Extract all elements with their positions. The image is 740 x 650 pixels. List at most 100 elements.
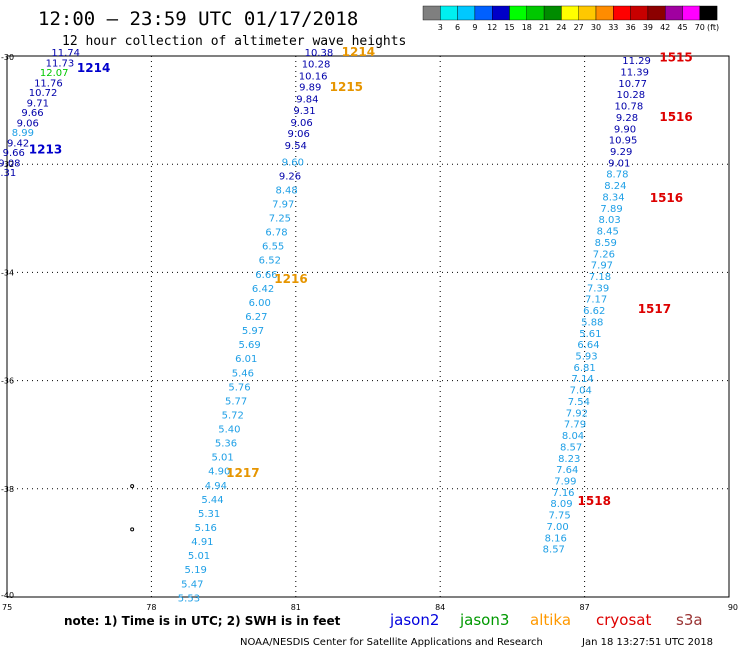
pass-number-label: 1517 [638,302,671,316]
wave-height-label: 8.03 [598,215,620,226]
wave-height-label: 6.81 [573,363,595,374]
wave-height-label: 8.45 [597,227,619,238]
wave-height-label: 6.55 [262,242,284,253]
mission-jason3: jason3 [459,611,509,629]
wave-height-label: 9.60 [282,157,304,168]
y-tick-label: -32 [1,160,14,169]
wave-height-label: 5.61 [579,329,601,340]
wave-height-label: 5.88 [581,317,603,328]
colorbar-swatch [526,5,545,21]
wave-height-label: 6.42 [252,284,274,295]
wave-height-label: 5.69 [238,340,260,351]
wave-height-label: 11.74 [51,48,80,59]
wave-height-label: 7.75 [548,511,570,522]
colorbar-swatch [665,5,683,21]
wave-height-label: 7.18 [589,272,611,283]
colorbar-label: 18 [522,23,532,32]
wave-height-label: 8.78 [606,170,628,181]
wave-height-label: 6.27 [245,312,267,323]
wave-height-label: 6.78 [265,228,287,239]
colorbar-label: 42 [660,23,670,32]
wave-height-label: 10.16 [299,71,328,82]
wave-height-label: 10.28 [302,59,331,70]
colorbar-swatch [561,5,579,21]
wave-height-label: 10.38 [305,48,334,59]
wave-height-label: 7.25 [269,214,291,225]
wave-height-label: 7.26 [593,249,615,260]
wave-height-label: 9.29 [610,147,632,158]
colorbar-swatch [474,5,493,21]
wave-height-label: 7.17 [585,295,607,306]
pass-number-label: 1515 [659,50,692,64]
colorbar-label: 9 [472,23,477,32]
pass-number-label: 1215 [330,80,363,94]
colorbar-swatch [492,5,510,21]
wave-height-label: 10.28 [616,90,645,101]
colorbar-swatch [595,5,614,21]
colorbar-label: 24 [556,23,566,32]
wave-height-label: 7.14 [572,374,594,385]
wave-height-label: 11.76 [34,78,63,89]
mission-altika: altika [530,611,571,629]
mission-cryosat: cryosat [596,611,651,629]
wave-height-label: 5.16 [195,523,217,534]
mission-jason2: jason2 [389,611,439,629]
wave-height-label: 9.84 [296,95,318,106]
wave-height-label: 5.77 [225,396,247,407]
wave-height-label: 9.08 [0,158,21,169]
colorbar-label: 45 [677,23,687,32]
pass-number-label: 1214 [342,45,375,59]
wave-height-label: 8.57 [560,442,582,453]
y-tick-label: -40 [1,591,14,600]
wave-height-label: 9.89 [299,83,321,94]
wave-height-label: 5.44 [201,495,223,506]
wave-height-label: 8.59 [595,238,617,249]
wave-height-label: 9.26 [279,171,301,182]
wave-height-label: 5.72 [222,410,244,421]
colorbar-label: 27 [574,23,584,32]
wave-height-label: 7.64 [556,465,578,476]
pass-number-label: 1516 [659,110,692,124]
wave-height-label: 7.97 [272,199,294,210]
colorbar-label: 3 [438,23,443,32]
colorbar-label: 70 [695,23,705,32]
wave-height-label: 9.01 [608,158,630,169]
wave-height-label: 6.66 [255,270,277,281]
colorbar-label: 39 [643,23,653,32]
island-marker [130,527,135,532]
x-tick-label: 90 [728,603,738,612]
colorbar-label: 6 [455,23,460,32]
footer-note: note: 1) Time is in UTC; 2) SWH is in fe… [64,614,341,628]
colorbar-swatch [509,5,527,21]
wave-height-label: 9.66 [21,108,43,119]
x-tick-label: 81 [291,603,301,612]
x-tick-label: 75 [2,603,12,612]
colorbar-label: 21 [539,23,549,32]
y-tick-label: -30 [1,53,14,62]
wave-height-label: 11.29 [622,56,651,67]
wave-height-label: 10.72 [29,88,58,99]
axis-ticks: 75 78 81 84 87 90 -30 -32 -34 -36 -38 -40 [1,53,738,612]
wave-height-label: 10.95 [609,136,638,147]
wave-height-label: 8.09 [550,499,572,510]
wave-height-label: 5.36 [215,439,237,450]
colorbar-swatch [699,5,718,21]
wave-height-label: 7.79 [564,420,586,431]
wave-height-label: 7.89 [600,204,622,215]
colorbar-swatch [457,5,476,21]
wave-height-label: 8.24 [604,181,626,192]
wave-height-label: 8.34 [602,192,624,203]
wave-height-label: 8.99 [12,128,34,139]
wave-height-label: 5.46 [232,368,254,379]
wave-height-label: 8.48 [276,185,298,196]
track-C: 11.2911.3910.7710.2810.789.289.9010.959.… [543,56,651,556]
wave-height-label: 6.52 [259,256,281,267]
colorbar-swatch [578,5,597,21]
wave-height-label: 9.31 [0,168,16,179]
colorbar-swatch [613,5,631,21]
map-frame [6,55,730,598]
wave-height-label: 12.07 [40,68,69,79]
track-A: 11.7411.7312.0711.7610.729.719.669.068.9… [0,48,80,179]
footer-timestamp: Jan 18 13:27:51 UTC 2018 [581,637,713,648]
